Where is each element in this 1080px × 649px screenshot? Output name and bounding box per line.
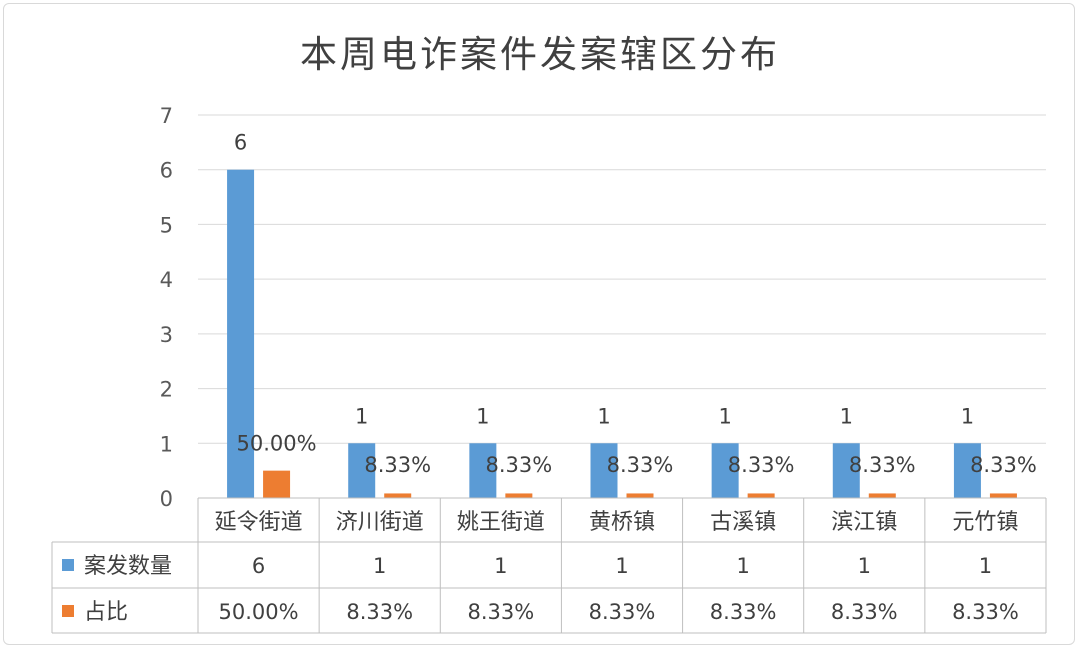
y-tick-label: 3 [160, 323, 173, 347]
bar-series-0 [469, 443, 497, 498]
data-label-series-0: 6 [234, 131, 247, 155]
data-label-series-1: 8.33% [485, 453, 552, 477]
category-label: 姚王街道 [457, 510, 545, 535]
category-label: 元竹镇 [952, 510, 1018, 535]
bar-series-0 [711, 443, 739, 498]
bar-series-1 [505, 493, 533, 498]
y-tick-label: 6 [160, 159, 173, 183]
chart-frame [3, 3, 1075, 645]
bar-series-1 [384, 493, 412, 498]
y-axis: 0 1 2 3 4 5 6 7 [160, 104, 173, 511]
data-label-series-0: 1 [718, 404, 731, 428]
data-label-series-0: 1 [476, 404, 489, 428]
y-tick-label: 0 [160, 487, 173, 511]
table-cell: 1 [858, 554, 871, 578]
table-cell: 1 [494, 554, 507, 578]
data-label-series-0: 1 [597, 404, 610, 428]
bar-series-0 [953, 443, 981, 498]
y-tick-label: 5 [160, 213, 173, 237]
category-label: 古溪镇 [710, 510, 776, 535]
data-label-series-1: 8.33% [364, 453, 431, 477]
table-cell: 8.33% [589, 600, 656, 624]
table-cell: 8.33% [467, 600, 534, 624]
y-tick-label: 4 [160, 268, 173, 292]
series-name: 占比 [84, 600, 128, 625]
bar-series-1 [989, 493, 1017, 498]
data-label-series-1: 8.33% [607, 453, 674, 477]
table-cell: 8.33% [952, 600, 1019, 624]
table-cell: 8.33% [831, 600, 898, 624]
category-label: 滨江镇 [831, 510, 897, 535]
table-cell: 1 [979, 554, 992, 578]
table-cell: 1 [615, 554, 628, 578]
bar-series-0 [348, 443, 376, 498]
table-cell: 1 [373, 554, 386, 578]
data-label-series-1: 8.33% [970, 453, 1037, 477]
table-cell: 6 [252, 554, 265, 578]
y-tick-label: 7 [160, 104, 173, 128]
bar-series-1 [868, 493, 896, 498]
category-label: 黄桥镇 [589, 510, 655, 535]
data-label-series-0: 1 [840, 404, 853, 428]
data-labels: 6 50.00% 1 8.33% 1 8.33% 1 8.33% 1 8.33% 1 8.33% 1 8.… [234, 131, 1037, 477]
table-cell: 1 [736, 554, 749, 578]
bar-series-0 [832, 443, 860, 498]
gridlines [198, 114, 1046, 444]
bar-series-1 [747, 493, 775, 498]
table-cell: 8.33% [346, 600, 413, 624]
bar-series-0 [227, 169, 255, 498]
data-label-series-0: 1 [961, 404, 974, 428]
y-tick-label: 2 [160, 378, 173, 402]
bars [227, 169, 1017, 498]
category-label: 济川街道 [336, 510, 424, 535]
table-cell: 8.33% [710, 600, 777, 624]
legend-key [62, 559, 74, 571]
series-name: 案发数量 [84, 554, 172, 579]
data-label-series-1: 8.33% [849, 453, 916, 477]
data-label-series-1: 50.00% [237, 432, 317, 456]
bar-series-1 [263, 470, 291, 498]
data-label-series-0: 1 [355, 404, 368, 428]
legend-key [62, 605, 74, 617]
bar-series-1 [626, 493, 654, 498]
bar-series-0 [590, 443, 618, 498]
category-label: 延令街道 [215, 510, 303, 535]
chart-title: 本周电诈案件发案辖区分布 [300, 33, 780, 76]
table-cell: 50.00% [219, 600, 299, 624]
data-label-series-1: 8.33% [728, 453, 795, 477]
y-tick-label: 1 [160, 432, 173, 456]
